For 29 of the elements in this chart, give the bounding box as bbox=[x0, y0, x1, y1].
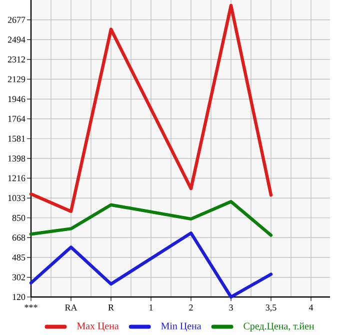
y-tick-label: 668 bbox=[12, 234, 26, 241]
line-series bbox=[29, 231, 273, 299]
y-tick-label: 120 bbox=[12, 294, 26, 300]
legend-label: Max Цена bbox=[77, 322, 119, 332]
y-tick-label: 302 bbox=[12, 274, 25, 280]
x-tick-label: 2 bbox=[189, 304, 193, 310]
legend-label: Min Цена bbox=[161, 322, 202, 332]
y-tick-label: 485 bbox=[12, 254, 26, 260]
y-tick-label: 1216 bbox=[8, 175, 26, 182]
x-tick-label: RA bbox=[65, 304, 78, 310]
y-tick-label: 1033 bbox=[8, 195, 26, 202]
y-tick-label: 1946 bbox=[8, 96, 26, 102]
y-tick-label: 1764 bbox=[8, 116, 26, 122]
line-series bbox=[29, 4, 273, 213]
y-tick-label: 2129 bbox=[8, 76, 26, 82]
line-series bbox=[29, 200, 273, 237]
x-tick-label: *** bbox=[24, 304, 38, 308]
x-tick-label: 4 bbox=[308, 304, 314, 310]
x-tick-label: 3 bbox=[229, 304, 233, 311]
x-tick-label: 3,5 bbox=[266, 304, 276, 312]
y-tick-label: 1398 bbox=[8, 155, 26, 162]
y-tick-label: 2677 bbox=[8, 16, 26, 23]
legend-label: Сред.Цена, т.йен bbox=[244, 322, 314, 332]
y-tick-label: 2312 bbox=[8, 56, 25, 62]
y-tick-label: 2494 bbox=[8, 36, 26, 43]
y-tick-label: 1581 bbox=[8, 136, 25, 142]
x-tick-label: R bbox=[108, 304, 114, 310]
x-tick-label: 1 bbox=[150, 304, 153, 310]
y-tick-label: 850 bbox=[12, 214, 26, 221]
